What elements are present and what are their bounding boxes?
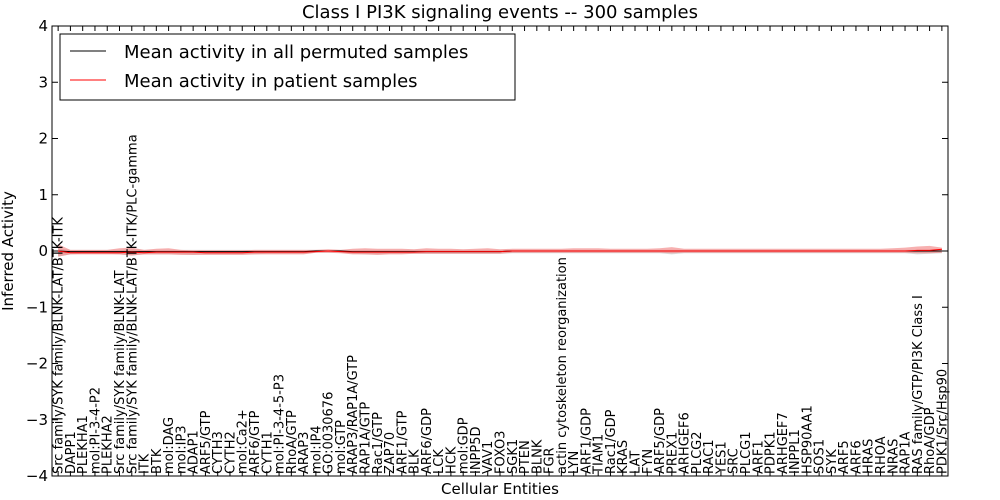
x-tick-label: DAPP1	[64, 431, 79, 474]
x-tick-label: ARHGEF6	[678, 412, 693, 474]
legend-label-permuted: Mean activity in all permuted samples	[124, 42, 468, 63]
x-tick-label: PLEKHA1	[76, 415, 91, 474]
x-tick-label: BTK	[150, 448, 165, 474]
series-line-patient	[58, 248, 942, 254]
legend: Mean activity in all permuted samples Me…	[59, 33, 516, 101]
x-tick-label: Rac1/GDP	[604, 409, 619, 474]
x-tick-label: Src family/SYK family/BLNK-LAT	[113, 270, 128, 474]
x-tick-label: HCK	[444, 446, 459, 474]
y-axis-label: Inferred Activity	[0, 191, 17, 311]
x-tick-label: mol:PI-3-4-5-P3	[273, 374, 288, 474]
x-tick-label: NRAS	[886, 439, 901, 474]
y-tick-label: −2	[26, 355, 48, 373]
x-tick-label: ARF5/GTP	[199, 410, 214, 474]
x-tick-label: ARF5	[837, 440, 852, 474]
x-tick-label: RhoA/GTP	[285, 410, 300, 474]
y-tick-label: 3	[38, 73, 48, 91]
y-tick-label: 4	[38, 17, 48, 35]
x-tick-label: RHOA	[874, 436, 889, 474]
y-tick-label: 0	[38, 242, 48, 260]
x-tick-label: CYTH2	[224, 431, 239, 474]
x-tick-label: PLCG1	[739, 431, 754, 474]
x-tick-label: GO:0030676	[322, 392, 337, 474]
x-tick-label: SRC	[727, 448, 742, 474]
x-tick-label: Rac1/GTP	[371, 412, 386, 474]
x-tick-label: ZAP70	[383, 432, 398, 474]
x-tick-label: ARHGEF7	[776, 412, 791, 474]
x-tick-label: RAP1A/GTP	[359, 402, 374, 474]
x-tick-label: PLEKHA2	[101, 415, 116, 474]
x-tick-label: HRAS	[862, 439, 877, 474]
x-tick-label: mol:IP4	[309, 425, 324, 474]
x-tick-label: ARF6/GTP	[248, 410, 263, 474]
x-tick-label: ARF1	[751, 440, 766, 474]
x-tick-label: PTEN	[518, 440, 533, 474]
x-axis-ticks: Src family/SYK family/BLNK-LAT/BTK-ITKDA…	[52, 26, 950, 476]
y-tick-label: 1	[38, 186, 48, 204]
x-tick-label: PREX1	[665, 432, 680, 474]
y-tick-label: −3	[26, 411, 48, 429]
x-tick-label: FOXO3	[494, 431, 509, 474]
x-tick-label: LCK	[432, 449, 447, 474]
x-tick-label: FGR	[543, 447, 558, 474]
y-tick-label: −4	[26, 467, 48, 485]
x-tick-label: YES1	[714, 441, 729, 475]
x-tick-label: INPP5D	[469, 426, 484, 474]
x-tick-label: mol:GDP	[457, 417, 472, 474]
x-tick-label: Src family/SYK family/BLNK-LAT/BTK-ITK	[52, 217, 67, 474]
x-tick-label: PLCG2	[690, 431, 705, 474]
x-tick-label: mol:IP3	[174, 425, 189, 474]
x-tick-label: CYTH1	[260, 431, 275, 474]
x-tick-label: BLK	[408, 449, 423, 474]
x-tick-label: LYN	[567, 451, 582, 474]
x-tick-label: actin cytoskeleton reorganization	[555, 257, 570, 474]
confidence-band-patient	[58, 244, 942, 257]
x-tick-label: mol:Ca2+	[236, 409, 251, 474]
x-tick-label: mol:GTP	[334, 420, 349, 474]
x-axis-label: Cellular Entities	[441, 480, 559, 498]
x-tick-label: SOS1	[813, 439, 828, 474]
x-tick-label: ARAP3	[297, 432, 312, 474]
x-tick-label: LAT	[629, 451, 644, 474]
x-tick-label: ARAP3/RAP1A/GTP	[346, 355, 361, 474]
x-tick-label: ADAP1	[187, 430, 202, 474]
legend-frame	[59, 33, 516, 101]
x-tick-label: RhoA/GDP	[923, 407, 938, 474]
y-axis-ticks: 4 3 2 1 0 −1 −2 −3 −4	[26, 17, 948, 485]
x-tick-label: FYN	[641, 449, 656, 474]
x-tick-label: ARF5/GDP	[653, 408, 668, 474]
x-tick-label: VAV1	[481, 441, 496, 474]
x-tick-label: BLNK	[530, 439, 545, 474]
x-tick-label: PDPK1	[764, 432, 779, 475]
legend-label-patient: Mean activity in patient samples	[124, 71, 418, 92]
x-tick-label: SGK1	[506, 439, 521, 474]
x-tick-label: mol:PI-3-4-P2	[89, 387, 104, 474]
series-lines	[58, 248, 942, 254]
x-tick-label: ARF1/GTP	[395, 410, 410, 474]
x-tick-label: mol:DAG	[162, 417, 177, 474]
x-tick-label: INPPL1	[788, 429, 803, 474]
x-tick-label: CYTH3	[211, 431, 226, 474]
x-tick-label: RAP1A	[899, 431, 914, 474]
x-tick-label: Src family/SYK family/BLNK-LAT/BTK-ITK/P…	[125, 134, 140, 474]
confidence-bands	[58, 244, 942, 257]
x-tick-label: ARF6/GDP	[420, 408, 435, 474]
x-tick-label: SYK	[825, 449, 840, 474]
x-tick-label: PDK1/Src/Hsp90	[935, 369, 950, 474]
x-tick-label: ARF1/GDP	[579, 408, 594, 474]
x-tick-label: ARF6	[849, 440, 864, 474]
x-tick-label: TIAM1	[592, 434, 607, 475]
y-tick-label: −1	[26, 298, 48, 316]
x-tick-label: ITK	[138, 453, 153, 474]
x-tick-label: RAS family/GTP/PI3K Class I	[911, 295, 926, 474]
chart-title: Class I PI3K signaling events -- 300 sam…	[302, 2, 698, 23]
y-tick-label: 2	[38, 130, 48, 148]
x-tick-label: RAC1	[702, 439, 717, 474]
x-tick-label: KRAS	[616, 440, 631, 474]
x-tick-label: HSP90AA1	[800, 405, 815, 474]
